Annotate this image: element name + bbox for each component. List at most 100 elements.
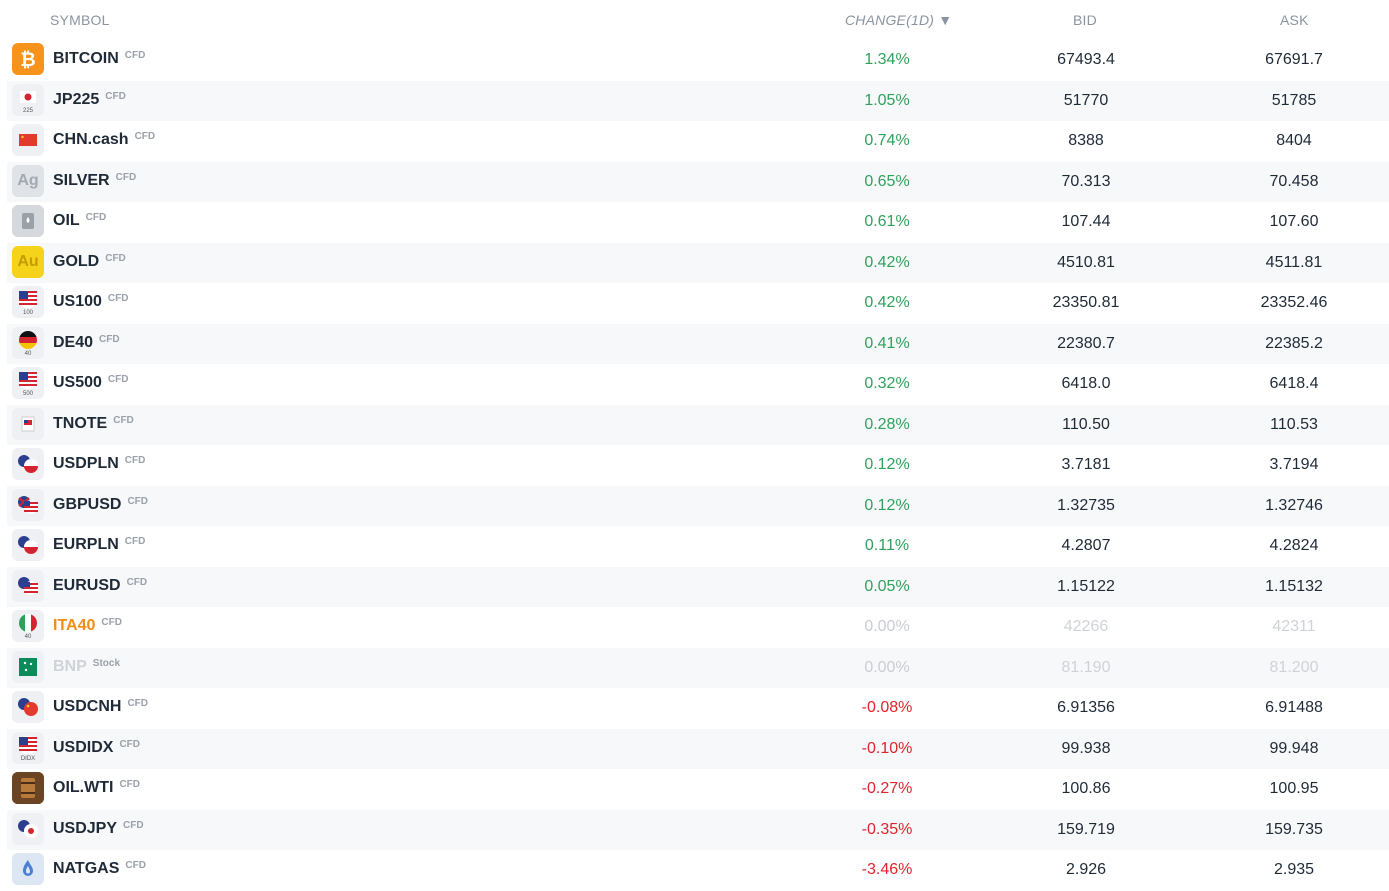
change-value: 0.11% xyxy=(864,537,910,554)
table-row[interactable]: TNOTE CFD 0.28% 110.50 110.53 xyxy=(7,404,1389,445)
symbol-name: EURPLN CFD xyxy=(53,536,146,553)
instrument-type-tag: CFD xyxy=(99,333,120,345)
ask-price[interactable]: 81.200 xyxy=(1269,658,1319,676)
ask-price[interactable]: 2.935 xyxy=(1273,861,1315,878)
column-header-ask[interactable]: ASK xyxy=(1280,12,1309,28)
ask-price[interactable]: 67691.7 xyxy=(1265,51,1323,68)
bid-price[interactable]: 4510.81 xyxy=(1057,253,1115,271)
ask-price[interactable]: 70.458 xyxy=(1269,172,1319,190)
bid-price[interactable]: 6418.0 xyxy=(1061,375,1111,392)
table-row[interactable]: BNP Stock 0.00% 81.190 81.200 xyxy=(7,647,1389,688)
table-row[interactable]: 500 US500 CFD 0.32% 6418.0 6418.4 xyxy=(7,364,1389,405)
bid-price[interactable]: 2.926 xyxy=(1065,861,1107,878)
change-value: 0.65% xyxy=(864,172,910,190)
change-value: -0.27% xyxy=(861,780,913,797)
bid-price[interactable]: 1.32735 xyxy=(1057,496,1115,514)
ask-price[interactable]: 23352.46 xyxy=(1260,294,1328,311)
bid-price[interactable]: 22380.7 xyxy=(1057,334,1115,352)
table-row[interactable]: Ag SILVER CFD 0.65% 70.313 70.458 xyxy=(7,161,1389,202)
symbol-name: BITCOIN CFD xyxy=(53,50,146,67)
bid-price[interactable]: 70.313 xyxy=(1061,172,1111,190)
table-row[interactable]: ₿ BITCOIN CFD 1.34% 67493.4 67691.7 xyxy=(7,40,1389,81)
eur-usd-flags-icon xyxy=(12,569,44,602)
table-row[interactable]: USDPLN CFD 0.12% 3.7181 3.7194 xyxy=(7,445,1389,486)
change-value: -0.08% xyxy=(861,699,913,716)
change-value: 0.12% xyxy=(864,496,910,514)
bid-price[interactable]: 99.938 xyxy=(1061,739,1111,757)
ask-price[interactable]: 4511.81 xyxy=(1265,253,1323,271)
change-value: 0.42% xyxy=(864,253,910,271)
table-row[interactable]: NATGAS CFD -3.46% 2.926 2.935 xyxy=(7,850,1389,891)
ask-price[interactable]: 6.91488 xyxy=(1265,699,1323,716)
ask-price[interactable]: 51785 xyxy=(1271,91,1317,109)
instrument-type-tag: CFD xyxy=(107,374,129,385)
bid-price[interactable]: 81.190 xyxy=(1061,658,1111,676)
ask-price[interactable]: 3.7194 xyxy=(1269,456,1319,473)
bid-price[interactable]: 159.719 xyxy=(1057,820,1115,838)
wti-barrel-icon xyxy=(12,772,44,804)
instrument-type-tag: CFD xyxy=(134,131,156,142)
ask-price[interactable]: 42311 xyxy=(1272,618,1316,635)
change-value: -3.46% xyxy=(861,861,913,878)
bid-price[interactable]: 107.44 xyxy=(1061,213,1111,230)
change-value: 0.61% xyxy=(864,213,910,230)
table-row[interactable]: 225 JP225 CFD 1.05% 51770 51785 xyxy=(7,80,1389,121)
column-header-change-sorted[interactable]: CHANGE(1D) ▼ xyxy=(845,12,953,28)
change-value: 0.28% xyxy=(864,415,910,433)
table-row[interactable]: GBPUSD CFD 0.12% 1.32735 1.32746 xyxy=(7,485,1389,526)
change-value: 0.00% xyxy=(864,658,910,676)
table-row[interactable]: USDCNH CFD -0.08% 6.91356 6.91488 xyxy=(7,688,1389,729)
ask-price[interactable]: 6418.4 xyxy=(1269,375,1319,392)
ask-price[interactable]: 110.53 xyxy=(1270,415,1318,433)
table-row[interactable]: DIDX USDIDX CFD -0.10% 99.938 99.948 xyxy=(7,728,1389,769)
bid-price[interactable]: 8388 xyxy=(1068,132,1104,149)
ask-price[interactable]: 99.948 xyxy=(1269,739,1319,757)
bid-price[interactable]: 51770 xyxy=(1063,91,1109,109)
ask-price[interactable]: 22385.2 xyxy=(1265,334,1323,352)
instrument-type-tag: CFD xyxy=(126,576,148,588)
bid-price[interactable]: 6.91356 xyxy=(1057,699,1115,716)
us-flag-icon: 500 xyxy=(12,367,44,399)
ask-price[interactable]: 4.2824 xyxy=(1269,537,1319,554)
table-row[interactable]: CHN.cash CFD 0.74% 8388 8404 xyxy=(7,121,1389,162)
table-header: SYMBOL CHANGE(1D) ▼ BID ASK xyxy=(7,0,1389,40)
symbol-name: USDJPY CFD xyxy=(53,819,144,837)
table-row[interactable]: 40 ITA40 CFD 0.00% 42266 42311 xyxy=(7,607,1389,648)
ask-price[interactable]: 8404 xyxy=(1276,132,1312,149)
bid-price[interactable]: 100.86 xyxy=(1061,780,1111,797)
bid-price[interactable]: 23350.81 xyxy=(1052,294,1120,311)
table-row[interactable]: USDJPY CFD -0.35% 159.719 159.735 xyxy=(7,809,1389,850)
change-value: -0.10% xyxy=(861,739,913,757)
usd-jpy-flags-icon xyxy=(12,812,44,845)
change-value: 0.42% xyxy=(864,294,910,311)
bid-price[interactable]: 4.2807 xyxy=(1061,537,1111,554)
ask-price[interactable]: 1.32746 xyxy=(1265,496,1323,514)
symbol-name: EURUSD CFD xyxy=(53,576,148,594)
symbol-name: NATGAS CFD xyxy=(53,860,146,877)
table-row[interactable]: EURUSD CFD 0.05% 1.15122 1.15132 xyxy=(7,566,1389,607)
germany-flag-icon: 40 xyxy=(12,326,44,359)
table-row[interactable]: 100 US100 CFD 0.42% 23350.81 23352.46 xyxy=(7,283,1389,324)
oil-barrel-icon xyxy=(12,205,44,237)
ask-price[interactable]: 107.60 xyxy=(1269,213,1319,230)
bid-price[interactable]: 67493.4 xyxy=(1057,51,1115,68)
bid-price[interactable]: 110.50 xyxy=(1062,415,1110,433)
ask-price[interactable]: 100.95 xyxy=(1269,780,1319,797)
ask-price[interactable]: 159.735 xyxy=(1265,820,1323,838)
bid-price[interactable]: 1.15122 xyxy=(1057,577,1115,595)
china-flag-icon xyxy=(12,124,44,156)
bid-price[interactable]: 3.7181 xyxy=(1061,456,1111,473)
instrument-type-tag: CFD xyxy=(105,90,126,102)
bitcoin-icon: ₿ xyxy=(12,43,44,75)
table-row[interactable]: EURPLN CFD 0.11% 4.2807 4.2824 xyxy=(7,526,1389,567)
bid-price[interactable]: 42266 xyxy=(1063,618,1109,635)
column-header-bid[interactable]: BID xyxy=(1073,12,1097,28)
table-row[interactable]: 40 DE40 CFD 0.41% 22380.7 22385.2 xyxy=(7,323,1389,364)
table-row[interactable]: OIL.WTI CFD -0.27% 100.86 100.95 xyxy=(7,769,1389,810)
ask-price[interactable]: 1.15132 xyxy=(1265,577,1323,595)
table-row[interactable]: Au GOLD CFD 0.42% 4510.81 4511.81 xyxy=(7,242,1389,283)
table-row[interactable]: OIL CFD 0.61% 107.44 107.60 xyxy=(7,202,1389,243)
instrument-type-tag: CFD xyxy=(85,212,107,223)
instrument-type-tag: CFD xyxy=(127,495,149,507)
column-header-symbol[interactable]: SYMBOL xyxy=(50,12,110,28)
